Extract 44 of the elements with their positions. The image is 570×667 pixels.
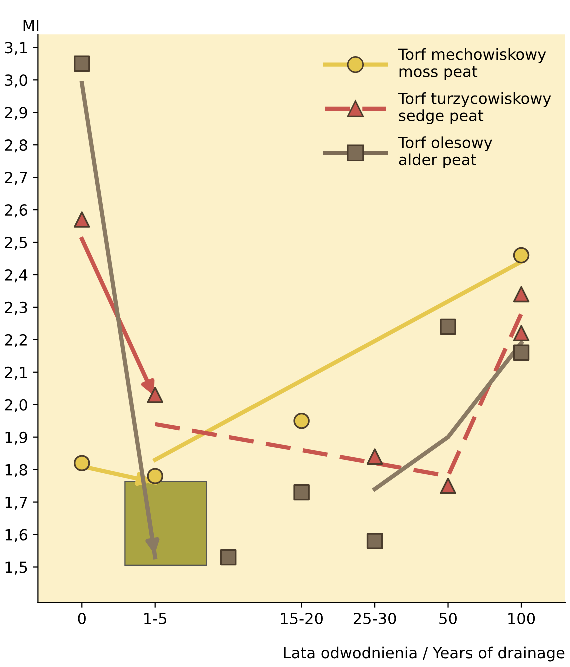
x-tick-label: 15-20 bbox=[281, 612, 323, 625]
point bbox=[74, 56, 90, 72]
x-axis-title: Lata odwodnienia / Years of drainage bbox=[284, 646, 565, 662]
y-tick-label: 1,7 bbox=[6, 496, 28, 510]
y-tick-label: 2,9 bbox=[5, 107, 28, 120]
y-tick-label: 1,5 bbox=[6, 562, 28, 575]
point bbox=[294, 484, 310, 501]
y-tick-label: 1,8 bbox=[6, 464, 28, 478]
x-tick-label: 100 bbox=[508, 612, 536, 625]
y-tick-label: 2,1 bbox=[5, 366, 28, 380]
y-tick-label: 2,4 bbox=[5, 269, 28, 283]
y-tick-label: 1,6 bbox=[6, 529, 28, 542]
point bbox=[440, 478, 456, 494]
y-tick-label: 2,7 bbox=[5, 172, 28, 186]
point bbox=[366, 533, 384, 550]
point bbox=[513, 286, 530, 303]
y-tick-label: 2,6 bbox=[5, 204, 28, 218]
x-tick-label: 25-30 bbox=[354, 612, 396, 625]
y-tick-label: 2,0 bbox=[5, 399, 28, 412]
y-tick-label: 2,5 bbox=[5, 236, 28, 250]
y-tick-label: 3,1 bbox=[5, 42, 28, 56]
x-tick-label: 1-5 bbox=[144, 613, 166, 625]
point bbox=[513, 344, 530, 362]
point bbox=[513, 247, 530, 264]
y-tick-label: 3,0 bbox=[5, 74, 28, 88]
y-tick-label: 1,9 bbox=[6, 432, 28, 445]
point bbox=[74, 212, 90, 228]
point bbox=[220, 549, 237, 566]
point bbox=[74, 455, 90, 472]
point bbox=[294, 413, 310, 430]
y-tick-label: 2,8 bbox=[5, 140, 28, 153]
x-tick-label: 0 bbox=[78, 612, 86, 625]
y-axis-title: MI bbox=[24, 20, 39, 32]
point bbox=[366, 448, 384, 465]
point bbox=[440, 318, 456, 336]
point bbox=[147, 468, 164, 484]
point bbox=[147, 387, 164, 404]
x-tick-label: 50 bbox=[440, 612, 457, 625]
y-tick-label: 2,2 bbox=[5, 334, 27, 348]
legend-label: Torf olesowy alder peat bbox=[398, 136, 492, 169]
y-tick-label: 2,3 bbox=[5, 302, 28, 316]
legend-label: Torf mechowiskowy moss peat bbox=[398, 48, 546, 80]
legend-label: Torf turzycowiskowy sedge peat bbox=[398, 92, 552, 124]
point bbox=[513, 325, 530, 342]
